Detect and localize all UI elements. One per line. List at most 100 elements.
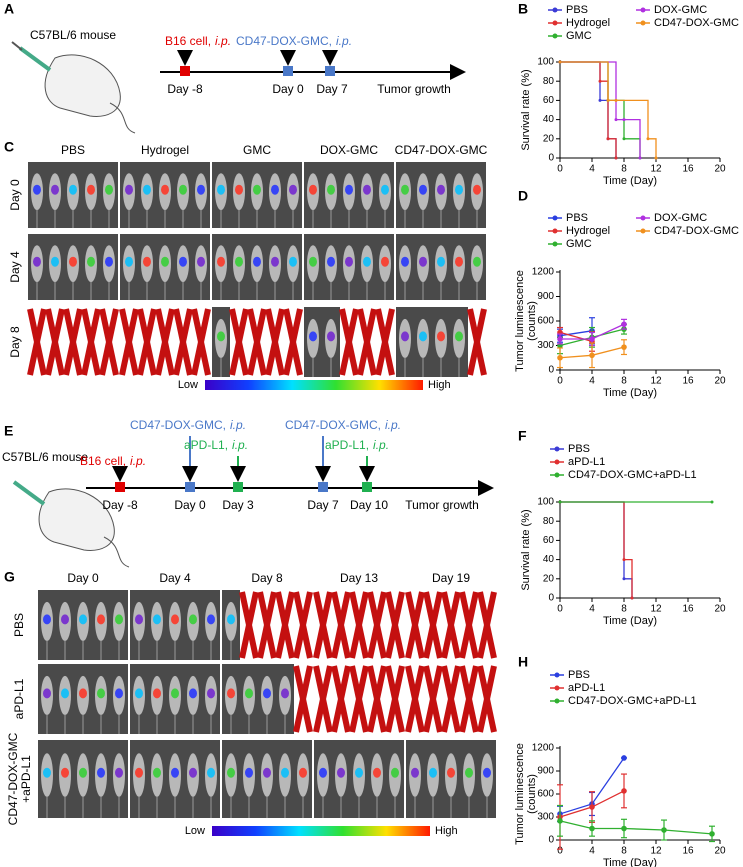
legend-swatch: [640, 215, 646, 221]
column-label: PBS: [61, 143, 85, 157]
cross: [257, 591, 277, 659]
cross: [349, 591, 369, 659]
y-tick-label: 60: [543, 535, 555, 546]
row-label-line: CD47-DOX-GMC: [6, 732, 20, 825]
cross: [119, 308, 139, 376]
scale-label: Low: [178, 379, 198, 391]
x-tick-label: 20: [714, 846, 726, 857]
cross: [441, 591, 461, 659]
signal: [391, 767, 399, 778]
row-label: Day 8: [8, 326, 22, 358]
point: [654, 156, 658, 160]
y-tick-label: 900: [537, 766, 554, 777]
point: [606, 137, 610, 141]
signal: [253, 256, 261, 267]
y-tick-label: 0: [548, 365, 554, 376]
point: [614, 98, 618, 102]
signal: [345, 256, 353, 267]
signal: [253, 184, 261, 195]
treatment-label: aPD-L1, i.p.: [325, 438, 389, 452]
point: [709, 831, 715, 837]
cross: [99, 308, 119, 376]
signal: [171, 614, 179, 625]
legend-label: DOX-GMC: [654, 4, 707, 16]
cross: [155, 308, 175, 376]
point: [606, 98, 610, 102]
point: [589, 825, 595, 832]
legend-swatch: [552, 241, 558, 247]
point: [614, 156, 618, 160]
legend-label: PBS: [566, 212, 588, 224]
cross: [459, 591, 479, 659]
point: [622, 118, 626, 122]
y-tick-label: 100: [537, 57, 554, 68]
signal: [97, 767, 105, 778]
row-label-line: PBS: [12, 613, 26, 637]
signal: [61, 688, 69, 699]
signal: [227, 614, 235, 625]
y-tick-label: 20: [543, 573, 555, 584]
signal: [115, 688, 123, 699]
legend-label: DOX-GMC: [654, 212, 707, 224]
signal: [419, 256, 427, 267]
legend-swatch: [552, 228, 558, 234]
signal: [105, 184, 113, 195]
signal: [437, 184, 445, 195]
signal: [197, 256, 205, 267]
signal: [319, 767, 327, 778]
x-tick-label: 4: [589, 846, 595, 857]
point: [621, 755, 627, 761]
legend-label: aPD-L1: [568, 456, 605, 468]
column-label: Day 0: [67, 571, 99, 585]
cross: [385, 591, 405, 659]
day-label: Day 3: [222, 498, 254, 512]
x-tick-label: 16: [682, 376, 694, 387]
x-tick-label: 12: [650, 164, 662, 175]
signal: [171, 767, 179, 778]
signal: [217, 331, 225, 342]
signal: [43, 688, 51, 699]
cross: [293, 591, 313, 659]
y-tick-label: 600: [537, 789, 554, 800]
point: [621, 788, 627, 794]
color-scale: [205, 380, 423, 390]
point: [598, 98, 602, 102]
cross: [459, 665, 479, 733]
cross: [173, 308, 193, 376]
cross: [477, 665, 497, 733]
signal: [381, 256, 389, 267]
signal: [217, 184, 225, 195]
y-tick-label: 80: [543, 76, 555, 87]
signal: [263, 688, 271, 699]
cross: [313, 591, 333, 659]
legend-swatch: [552, 215, 558, 221]
x-axis-label: Time (Day): [603, 387, 657, 399]
signal: [197, 184, 205, 195]
panel-letter: H: [518, 654, 528, 670]
signal: [115, 767, 123, 778]
signal: [97, 688, 105, 699]
x-tick-label: 0: [557, 376, 563, 387]
row-label-line: Day 8: [8, 326, 22, 358]
y-tick-label: 0: [548, 153, 554, 164]
panel-letter: B: [518, 1, 528, 17]
marker: [185, 482, 195, 492]
x-tick-label: 8: [621, 846, 627, 857]
point: [614, 118, 618, 122]
point: [557, 336, 563, 342]
legend-swatch: [552, 20, 558, 26]
signal: [207, 614, 215, 625]
signal: [153, 614, 161, 625]
cross: [81, 308, 101, 376]
series-line: [560, 501, 633, 598]
series-line: [559, 330, 593, 337]
signal: [125, 256, 133, 267]
signal: [309, 184, 317, 195]
point: [622, 577, 626, 581]
x-axis-label: Time (Day): [603, 615, 657, 627]
y-tick-label: 600: [537, 316, 554, 327]
x-tick-label: 0: [557, 846, 563, 857]
cross: [293, 665, 313, 733]
point: [630, 596, 634, 600]
column-label: CD47-DOX-GMC: [395, 143, 488, 157]
